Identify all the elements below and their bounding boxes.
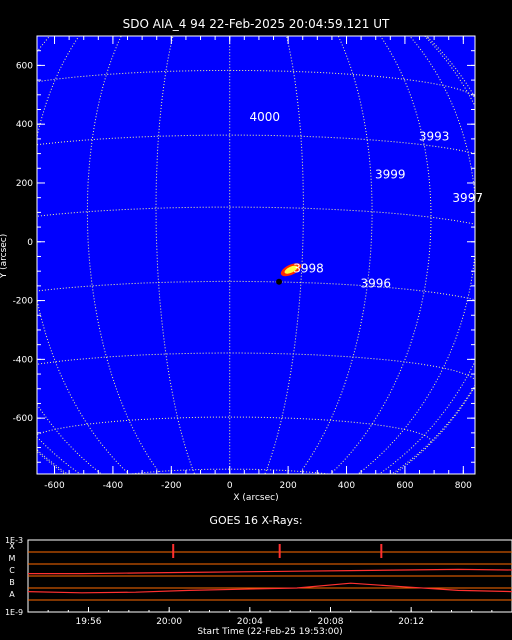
plot-frame [36, 35, 476, 475]
x-tick-label: -600 [44, 481, 65, 491]
goes-x-tick-label: 20:12 [398, 617, 424, 627]
goes-y-tick-label: 1E-9 [5, 608, 23, 617]
goes-class-label: A [9, 590, 15, 599]
flare-core [284, 265, 298, 274]
goes-x-tick-label: 20:04 [237, 617, 263, 627]
goes-class-label: M [9, 554, 16, 563]
x-tick-label: 0 [227, 481, 233, 491]
goes-class-label: X [9, 542, 15, 551]
meridian-line [86, 36, 162, 474]
active-region-label: 4000 [249, 110, 280, 124]
goes-series [27, 544, 512, 594]
active-region-label: 3998 [293, 262, 324, 276]
goes-series-line [27, 582, 512, 594]
x-tick-label: 400 [338, 481, 355, 491]
map-plot-area [37, 36, 475, 474]
parallel-line [37, 69, 475, 98]
active-region-label: 3996 [360, 276, 391, 290]
x-tick-label: 600 [396, 481, 413, 491]
goes-x-axis-label: Start Time (22-Feb-25 19:53:00) [197, 627, 342, 637]
active-region-label: 3997 [452, 191, 483, 205]
y-tick-label: 200 [16, 179, 33, 189]
goes-x-tick-label: 20:00 [156, 617, 182, 627]
parallel-line [37, 416, 432, 442]
goes-series-line [28, 568, 512, 575]
goes-x-tick-label: 19:56 [76, 617, 102, 627]
y-tick-label: -200 [13, 297, 34, 307]
y-tick-label: -400 [13, 355, 34, 365]
x-tick-label: -400 [103, 481, 124, 491]
meridian-line [298, 36, 373, 474]
parallel-line [37, 206, 475, 225]
dark-spot [276, 278, 283, 285]
map-x-axis-label: X (arcsec) [233, 493, 278, 503]
y-tick-label: 400 [16, 120, 33, 130]
map-y-axis-label: Y (arcsec) [0, 234, 9, 280]
x-tick-label: 200 [280, 481, 297, 491]
active-region-label: 3999 [375, 168, 406, 182]
goes-class-label: C [9, 566, 15, 575]
y-tick-label: 600 [16, 61, 33, 71]
map-title: SDO AIA_4 94 22-Feb-2025 20:04:59.121 UT [123, 17, 390, 31]
goes-title: GOES 16 X-Rays: [209, 514, 302, 527]
goes-y-tick-label: 1E-3 [5, 536, 23, 545]
active-region-label: 3993 [419, 129, 450, 143]
map-axes: -600 -400 -200 0 200 400 600 800 -600 -400 -200 0 20… [13, 35, 476, 491]
y-tick-label: -600 [13, 414, 34, 424]
goes-grid [28, 551, 512, 601]
x-tick-label: -200 [161, 481, 182, 491]
goes-x-tick-label: 20:08 [318, 617, 344, 627]
x-tick-label: 800 [455, 481, 472, 491]
parallel-line [37, 352, 475, 381]
parallel-line [37, 134, 475, 154]
y-tick-label: 0 [27, 238, 33, 248]
goes-class-label: B [9, 578, 15, 587]
